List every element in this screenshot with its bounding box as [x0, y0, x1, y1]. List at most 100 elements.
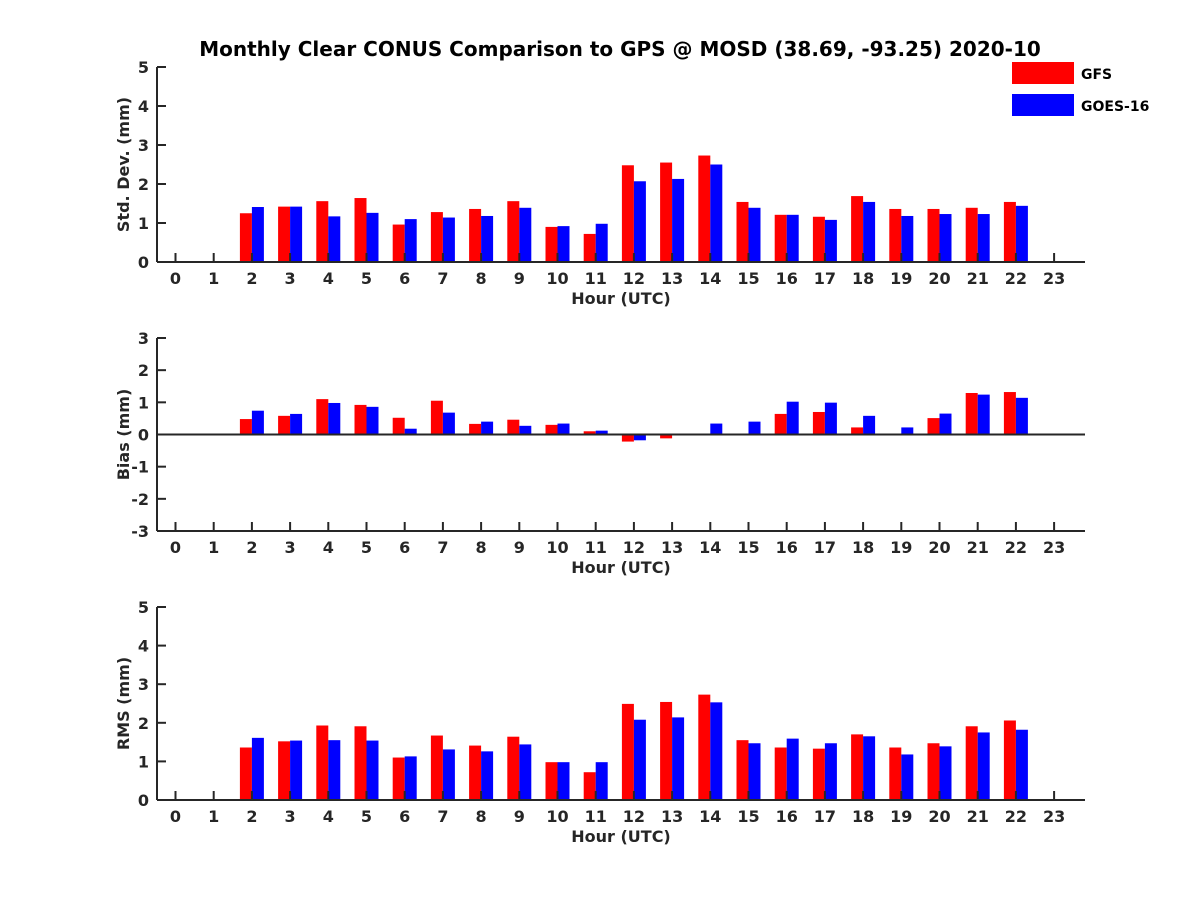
bar-goes16-hour-16: [786, 738, 799, 800]
bar-gfs-hour-6: [392, 224, 405, 262]
x-tick-label: 6: [399, 269, 410, 288]
x-tick-label: 17: [814, 538, 836, 557]
x-tick-label: 20: [928, 269, 950, 288]
x-tick-label: 9: [514, 538, 525, 557]
y-tick-label: -1: [131, 458, 149, 477]
bar-goes16-hour-15: [748, 421, 761, 435]
bar-goes16-hour-21: [977, 214, 990, 262]
bar-goes16-hour-14: [710, 423, 723, 435]
x-axis-label: Hour (UTC): [571, 289, 671, 308]
x-tick-label: 17: [814, 269, 836, 288]
x-tick-label: 6: [399, 538, 410, 557]
y-tick-label: 3: [138, 136, 149, 155]
x-tick-label: 11: [585, 807, 607, 826]
x-tick-label: 21: [967, 269, 989, 288]
x-tick-label: 6: [399, 807, 410, 826]
bar-gfs-hour-12: [621, 434, 634, 442]
bar-goes16-hour-6: [404, 219, 417, 262]
x-tick-label: 21: [967, 807, 989, 826]
y-axis-label: Std. Dev. (mm): [114, 97, 133, 232]
bar-goes16-hour-5: [366, 212, 379, 262]
x-tick-label: 12: [623, 269, 645, 288]
legend-label-goes16: GOES-16: [1081, 99, 1149, 115]
bar-goes16-hour-12: [633, 434, 646, 441]
bar-goes16-hour-9: [519, 744, 532, 800]
bar-gfs-hour-15: [736, 201, 749, 262]
x-tick-label: 3: [285, 269, 296, 288]
legend-label-gfs: GFS: [1081, 67, 1112, 83]
x-tick-label: 14: [699, 538, 721, 557]
x-tick-label: 15: [737, 538, 759, 557]
legend-swatch-gfs: [1012, 62, 1074, 84]
bar-goes16-hour-17: [824, 743, 837, 800]
bar-gfs-hour-12: [621, 165, 634, 262]
bar-gfs-hour-21: [965, 207, 978, 262]
bar-gfs-hour-4: [316, 399, 329, 435]
bar-gfs-hour-5: [354, 198, 367, 262]
y-tick-label: 2: [138, 175, 149, 194]
bar-goes16-hour-18: [863, 201, 876, 262]
x-tick-label: 7: [437, 269, 448, 288]
bar-gfs-hour-11: [583, 431, 596, 435]
bar-gfs-hour-7: [430, 400, 443, 435]
y-tick-label: -3: [131, 522, 149, 541]
bar-gfs-hour-2: [239, 747, 252, 800]
x-tick-label: 9: [514, 269, 525, 288]
bar-goes16-hour-21: [977, 732, 990, 800]
y-tick-label: 3: [138, 329, 149, 348]
y-tick-label: 1: [138, 214, 149, 233]
bar-goes16-hour-18: [863, 736, 876, 800]
bar-goes16-hour-7: [442, 217, 455, 262]
x-tick-label: 15: [737, 269, 759, 288]
bar-goes16-hour-22: [1015, 729, 1028, 800]
x-tick-label: 22: [1005, 269, 1027, 288]
x-tick-label: 5: [361, 269, 372, 288]
y-tick-label: 2: [138, 361, 149, 380]
bar-gfs-hour-20: [927, 208, 940, 262]
bar-gfs-hour-17: [812, 411, 825, 435]
x-tick-label: 17: [814, 807, 836, 826]
bar-gfs-hour-18: [851, 734, 864, 800]
x-axis-label: Hour (UTC): [571, 558, 671, 577]
bar-goes16-hour-2: [251, 410, 264, 435]
x-tick-label: 4: [323, 807, 334, 826]
bar-goes16-hour-20: [939, 746, 952, 800]
bar-gfs-hour-2: [239, 419, 252, 435]
bar-goes16-hour-17: [824, 402, 837, 435]
x-tick-label: 10: [546, 269, 568, 288]
bar-gfs-hour-16: [774, 747, 787, 800]
bar-gfs-hour-6: [392, 417, 405, 435]
x-tick-label: 23: [1043, 269, 1065, 288]
bar-goes16-hour-8: [481, 215, 494, 262]
bar-goes16-hour-14: [710, 702, 723, 800]
bar-goes16-hour-8: [481, 751, 494, 800]
x-tick-label: 18: [852, 538, 874, 557]
x-tick-label: 22: [1005, 807, 1027, 826]
bar-gfs-hour-21: [965, 726, 978, 800]
x-tick-label: 11: [585, 269, 607, 288]
bar-goes16-hour-19: [901, 215, 914, 262]
bar-goes16-hour-10: [557, 423, 570, 435]
x-tick-label: 18: [852, 807, 874, 826]
y-tick-label: 0: [138, 791, 149, 810]
bar-gfs-hour-13: [660, 701, 673, 800]
bar-gfs-hour-4: [316, 201, 329, 262]
bar-goes16-hour-19: [901, 427, 914, 435]
x-tick-label: 8: [476, 269, 487, 288]
bar-goes16-hour-20: [939, 214, 952, 262]
bar-goes16-hour-9: [519, 207, 532, 262]
bar-goes16-hour-12: [633, 719, 646, 800]
bar-goes16-hour-11: [595, 762, 608, 800]
bar-goes16-hour-22: [1015, 205, 1028, 262]
bar-gfs-hour-3: [278, 206, 291, 262]
bar-gfs-hour-21: [965, 393, 978, 435]
x-tick-label: 15: [737, 807, 759, 826]
x-tick-label: 3: [285, 538, 296, 557]
bar-gfs-hour-7: [430, 212, 443, 262]
bar-goes16-hour-17: [824, 219, 837, 262]
bar-gfs-hour-2: [239, 213, 252, 262]
x-tick-label: 9: [514, 807, 525, 826]
bar-gfs-hour-7: [430, 735, 443, 800]
bar-gfs-hour-22: [1003, 392, 1016, 435]
